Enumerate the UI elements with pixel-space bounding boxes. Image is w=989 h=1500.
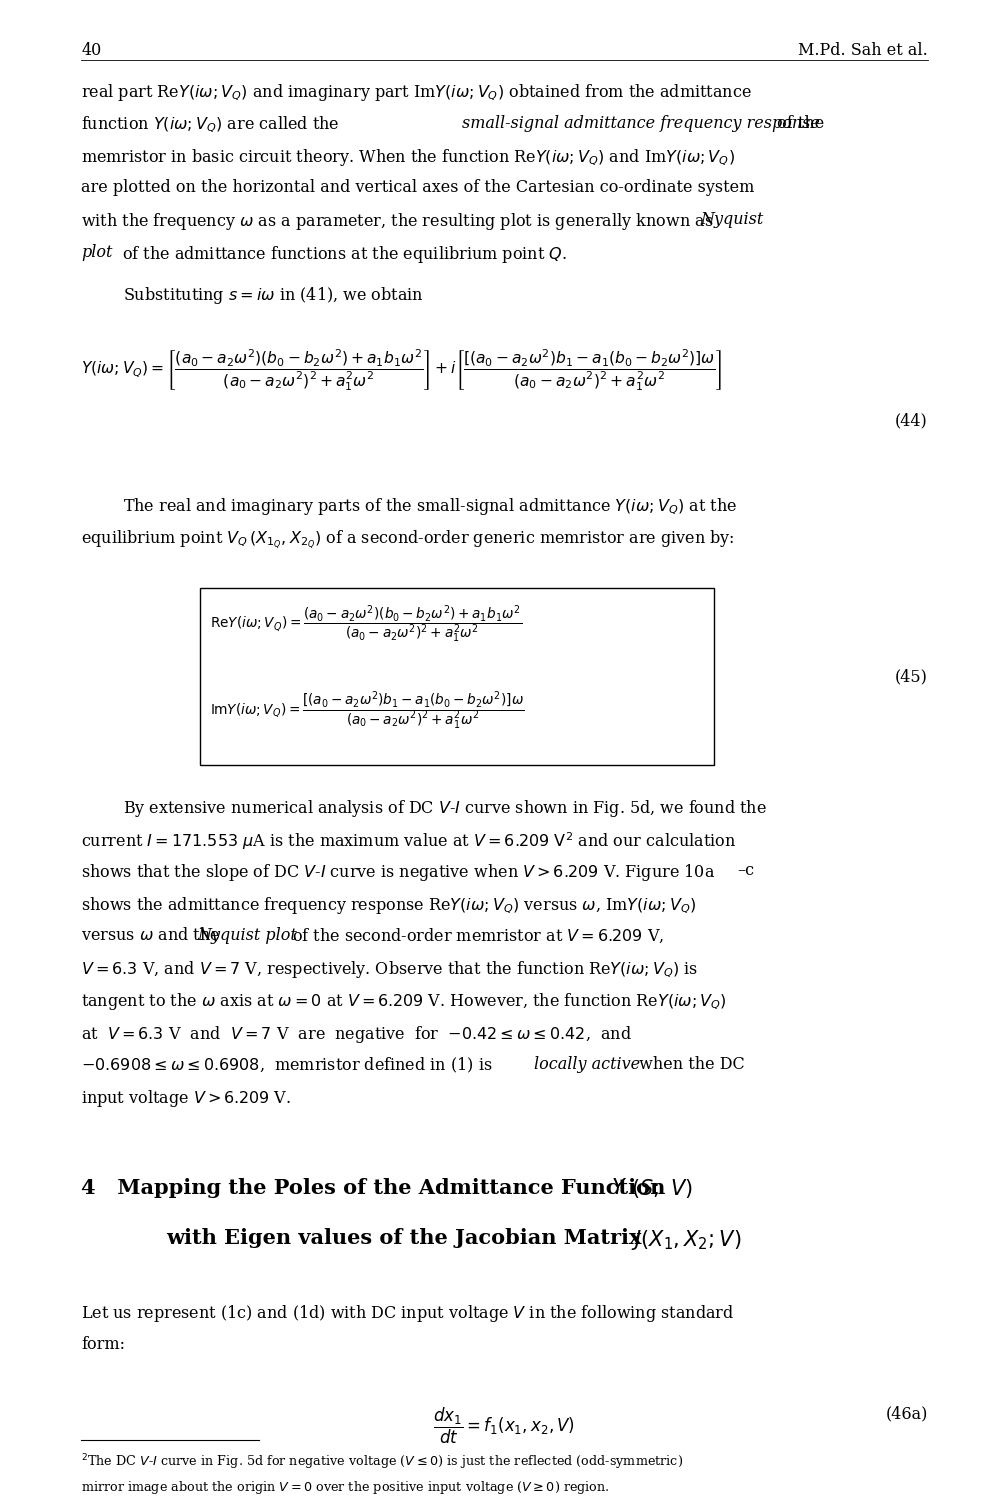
Text: (44): (44) — [895, 413, 928, 429]
Text: of the admittance functions at the equilibrium point $Q$.: of the admittance functions at the equil… — [117, 243, 567, 264]
Text: with Eigen values of the Jacobian Matrix: with Eigen values of the Jacobian Matrix — [166, 1228, 649, 1248]
Text: with the frequency $\omega$ as a parameter, the resulting plot is generally know: with the frequency $\omega$ as a paramet… — [81, 211, 714, 232]
Text: versus $\omega$ and the: versus $\omega$ and the — [81, 927, 221, 944]
Text: at  $V = 6.3$ V  and  $V = 7$ V  are  negative  for  $-0.42\leq\omega\leq 0.42$,: at $V = 6.3$ V and $V = 7$ V are negativ… — [81, 1023, 632, 1044]
Text: $\mathrm{Im}Y(i\omega; V_Q) = \dfrac{[(a_0 - a_2\omega^2)b_1 - a_1(b_0 - b_2\ome: $\mathrm{Im}Y(i\omega; V_Q) = \dfrac{[(a… — [210, 690, 524, 732]
Text: By extensive numerical analysis of DC $V$-$I$ curve shown in Fig. 5d, we found t: By extensive numerical analysis of DC $V… — [123, 798, 766, 819]
Text: The real and imaginary parts of the small-signal admittance $Y(i\omega; V_Q)$ at: The real and imaginary parts of the smal… — [123, 496, 737, 517]
Text: current $I = 171.553\ \mu$A is the maximum value at $V = 6.209\ \mathrm{V}^2$ an: current $I = 171.553\ \mu$A is the maxim… — [81, 830, 737, 852]
Text: Nyquist plot: Nyquist plot — [198, 927, 298, 944]
Text: plot: plot — [81, 243, 113, 261]
Text: $\dfrac{dx_1}{dt} = f_1(x_1, x_2, V)$: $\dfrac{dx_1}{dt} = f_1(x_1, x_2, V)$ — [433, 1406, 576, 1446]
Text: are plotted on the horizontal and vertical axes of the Cartesian co-ordinate sys: are plotted on the horizontal and vertic… — [81, 180, 755, 196]
Text: locally active: locally active — [534, 1056, 640, 1072]
Text: (45): (45) — [895, 668, 928, 686]
Text: shows the admittance frequency response Re$Y(i\omega; V_Q)$ versus $\omega$, Im$: shows the admittance frequency response … — [81, 894, 696, 915]
Text: of the: of the — [772, 116, 825, 132]
Text: (46a): (46a) — [885, 1406, 928, 1422]
Text: $-0.6908\leq\omega\leq 0.6908$,  memristor defined in (1) is: $-0.6908\leq\omega\leq 0.6908$, memristo… — [81, 1056, 494, 1076]
Text: –c: –c — [737, 862, 754, 879]
Text: function $Y(i\omega; V_Q)$ are called the: function $Y(i\omega; V_Q)$ are called th… — [81, 116, 340, 135]
Text: Substituting $s = i\omega$ in (41), we obtain: Substituting $s = i\omega$ in (41), we o… — [123, 285, 423, 306]
Text: M.Pd. Sah et al.: M.Pd. Sah et al. — [798, 42, 928, 58]
Text: real part Re$Y(i\omega; V_Q)$ and imaginary part Im$Y(i\omega; V_Q)$ obtained fr: real part Re$Y(i\omega; V_Q)$ and imagin… — [81, 82, 752, 104]
Text: $\mathrm{Re}Y(i\omega; V_Q) = \dfrac{(a_0 - a_2\omega^2)(b_0 - b_2\omega^2) + a_: $\mathrm{Re}Y(i\omega; V_Q) = \dfrac{(a_… — [210, 603, 522, 645]
Text: $V = 6.3$ V, and $V = 7$ V, respectively. Observe that the function Re$Y(i\omega: $V = 6.3$ V, and $V = 7$ V, respectively… — [81, 960, 698, 980]
Text: $Y$: $Y$ — [611, 1178, 627, 1197]
Text: 40: 40 — [81, 42, 101, 58]
Text: tangent to the $\omega$ axis at $\omega = 0$ at $V = 6.209$ V. However, the func: tangent to the $\omega$ axis at $\omega … — [81, 992, 727, 1012]
Text: $J(X_1, X_2; V)$: $J(X_1, X_2; V)$ — [631, 1228, 742, 1252]
Text: memristor in basic circuit theory. When the function Re$Y(i\omega; V_Q)$ and Im$: memristor in basic circuit theory. When … — [81, 147, 735, 168]
Text: when the DC: when the DC — [634, 1056, 745, 1072]
Text: $(S;\ V)$: $(S;\ V)$ — [631, 1178, 693, 1200]
Text: Let us represent (1c) and (1d) with DC input voltage $V$ in the following standa: Let us represent (1c) and (1d) with DC i… — [81, 1304, 735, 1324]
Text: mirror image about the origin $V = 0$ over the positive input voltage ($V \geq 0: mirror image about the origin $V = 0$ ov… — [81, 1479, 610, 1496]
Text: form:: form: — [81, 1335, 125, 1353]
Text: small-signal admittance frequency response: small-signal admittance frequency respon… — [462, 116, 820, 132]
Bar — [200, 588, 714, 765]
Text: $Y(i\omega; V_Q) = \left[\dfrac{(a_0 - a_2\omega^2)(b_0 - b_2\omega^2) + a_1 b_1: $Y(i\omega; V_Q) = \left[\dfrac{(a_0 - a… — [81, 348, 723, 393]
Text: input voltage $V > 6.209$ V.: input voltage $V > 6.209$ V. — [81, 1089, 291, 1110]
Text: of the second-order memristor at $V = 6.209$ V,: of the second-order memristor at $V = 6.… — [287, 927, 664, 945]
Text: equilibrium point $V_Q\,(X_{1_Q}, X_{2_Q})$ of a second-order generic memristor : equilibrium point $V_Q\,(X_{1_Q}, X_{2_Q… — [81, 528, 735, 552]
Text: shows that the slope of DC $V$-$I$ curve is negative when $V > 6.209$ V. Figure : shows that the slope of DC $V$-$I$ curve… — [81, 862, 715, 883]
Text: 4   Mapping the Poles of the Admittance Function: 4 Mapping the Poles of the Admittance Fu… — [81, 1178, 673, 1197]
Text: $^2$The DC $V$-$I$ curve in Fig. 5d for negative voltage ($V \leq 0$) is just th: $^2$The DC $V$-$I$ curve in Fig. 5d for … — [81, 1452, 683, 1472]
Text: Nyquist: Nyquist — [700, 211, 764, 228]
